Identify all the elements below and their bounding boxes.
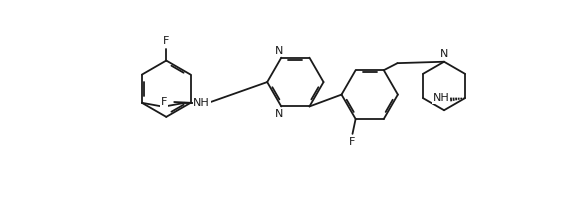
Text: N: N [275, 46, 284, 56]
Text: F: F [349, 137, 356, 147]
Text: NH: NH [433, 93, 449, 103]
Text: N: N [275, 109, 284, 119]
Text: NH: NH [193, 98, 210, 108]
Text: N: N [440, 49, 448, 59]
Text: F: F [163, 36, 170, 46]
Text: F: F [161, 97, 167, 107]
